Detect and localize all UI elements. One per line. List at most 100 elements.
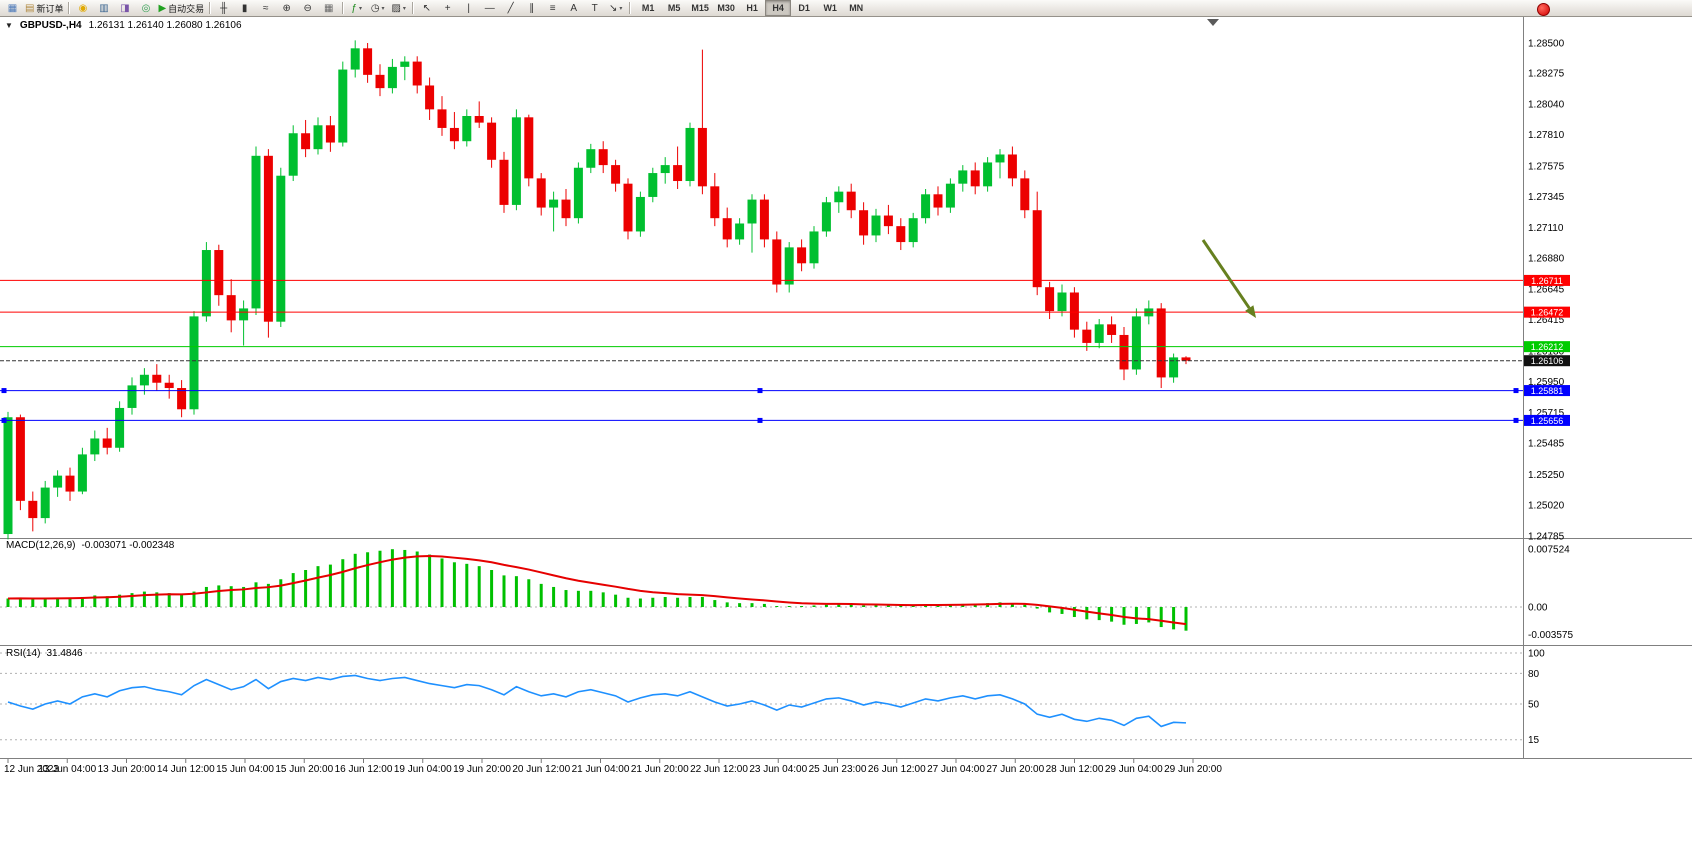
auto-trading-icon: ▶	[158, 2, 167, 14]
candles-layer	[3, 40, 1191, 540]
channel-tool-button[interactable]: ∥	[521, 1, 542, 16]
navigator-icon: ◎	[141, 2, 151, 14]
svg-text:29 Jun 04:00: 29 Jun 04:00	[1105, 764, 1163, 775]
auto-trading-button[interactable]: ▶ 自动交易	[156, 1, 206, 16]
new-order-button[interactable]: ▤ 新订单	[23, 1, 65, 16]
svg-text:15 Jun 04:00: 15 Jun 04:00	[216, 764, 274, 775]
symbol-title: GBPUSD-,H4	[19, 20, 82, 31]
svg-text:1.26880: 1.26880	[1528, 253, 1565, 264]
alert-icon[interactable]	[1537, 3, 1550, 16]
rsi-name: RSI(14)	[6, 648, 41, 659]
svg-text:0.007524: 0.007524	[1528, 545, 1570, 556]
fibonacci-tool-button[interactable]: ≡	[542, 1, 563, 16]
vertical-line-tool-button[interactable]: |	[458, 1, 479, 16]
chart-collapse-icon[interactable]: ▼	[5, 21, 13, 30]
svg-text:28 Jun 12:00: 28 Jun 12:00	[1046, 764, 1104, 775]
svg-text:1.25950: 1.25950	[1528, 377, 1565, 388]
svg-text:1.26711: 1.26711	[1531, 276, 1563, 286]
zoom-out-button[interactable]: ⊖	[297, 1, 318, 16]
trendline-tool-icon: ╱	[507, 2, 514, 14]
price-axis: 1.28500 1.28275 1.28040 1.27810 1.27575 1.273…	[1528, 39, 1565, 543]
arrows-tool-caret-icon: ▾	[619, 5, 623, 12]
rsi-label: RSI(14) 31.4846	[6, 648, 83, 659]
svg-text:1.27110: 1.27110	[1528, 223, 1564, 234]
trendline-tool-button[interactable]: ╱	[500, 1, 521, 16]
svg-text:1.26415: 1.26415	[1528, 315, 1565, 326]
channel-tool-icon: ∥	[529, 2, 535, 14]
timeframe-h1-button[interactable]: H1	[746, 3, 758, 13]
candlestick-mode-button[interactable]: ▮	[234, 1, 255, 16]
svg-text:19 Jun 20:00: 19 Jun 20:00	[453, 764, 511, 775]
svg-text:13 Jun 04:00: 13 Jun 04:00	[38, 764, 96, 775]
zoom-in-icon: ⊕	[282, 2, 291, 14]
support-line-blue-1-price-tag	[1524, 385, 1570, 397]
timeframe-m5-button[interactable]: M5	[667, 3, 681, 13]
cursor-tool-button[interactable]: ↖	[416, 1, 437, 16]
text-tool-button[interactable]: A	[563, 1, 584, 16]
vertical-line-tool-icon: |	[467, 2, 470, 14]
template-list-button[interactable]: ▨ ▾	[388, 1, 409, 16]
autotrade-lamp-button[interactable]: ◉	[72, 1, 93, 16]
toolbar-separator	[342, 2, 344, 14]
toolbar-separator	[209, 2, 211, 14]
line-chart-mode-icon: ≈	[262, 2, 269, 14]
support-line-blue-1-handle[interactable]	[1513, 388, 1519, 394]
svg-text:1.25020: 1.25020	[1528, 500, 1565, 511]
svg-text:1.24785: 1.24785	[1528, 532, 1565, 543]
label-tool-button[interactable]: T	[584, 1, 605, 16]
timeframe-h4-button[interactable]: H4	[765, 0, 792, 16]
timeframe-mn-button[interactable]: MN	[849, 3, 864, 13]
arrows-tool-button[interactable]: ↘ ▾	[605, 1, 626, 16]
timeframe-w1-button[interactable]: W1	[823, 3, 837, 13]
trend-arrow-annotation[interactable]	[1201, 239, 1256, 318]
timeframe-m30-button[interactable]: M30	[717, 3, 735, 13]
new-order-label: 新订单	[36, 3, 64, 14]
macd-label: MACD(12,26,9) -0.003071 -0.002348	[6, 540, 174, 551]
zoom-in-button[interactable]: ⊕	[276, 1, 297, 16]
market-watch-icon: ▥	[99, 2, 109, 14]
svg-text:1.25881: 1.25881	[1531, 386, 1564, 396]
indicators-list-caret-icon: ▾	[358, 5, 362, 12]
timeframe-d1-button[interactable]: D1	[798, 3, 810, 13]
rsi-value: 31.4846	[46, 648, 83, 659]
timeframe-group: M1 M5 M15 M30 H1 H4 D1 W1 MN	[635, 0, 869, 16]
chart-shift-marker-icon[interactable]	[1207, 19, 1219, 26]
new-chart-button[interactable]: ▦	[2, 1, 23, 16]
support-line-blue-1-handle[interactable]	[1, 388, 7, 394]
svg-text:15 Jun 20:00: 15 Jun 20:00	[275, 764, 333, 775]
market-watch-button[interactable]: ▥	[93, 1, 114, 16]
new-chart-icon: ▦	[7, 2, 18, 14]
period-list-button[interactable]: ◷ ▾	[367, 1, 388, 16]
svg-text:13 Jun 20:00: 13 Jun 20:00	[98, 764, 156, 775]
horizontal-line-tool-icon: ―	[484, 2, 495, 14]
crosshair-tool-button[interactable]: +	[437, 1, 458, 16]
ohlc-readout: 1.26131 1.26140 1.26080 1.26106	[88, 20, 242, 31]
svg-text:16 Jun 12:00: 16 Jun 12:00	[335, 764, 393, 775]
auto-trading-label: 自动交易	[168, 3, 205, 14]
svg-text:1.25250: 1.25250	[1528, 470, 1565, 481]
support-line-blue-2-handle[interactable]	[757, 417, 763, 423]
support-line-blue-1-handle[interactable]	[757, 388, 763, 394]
svg-text:29 Jun 20:00: 29 Jun 20:00	[1164, 764, 1222, 775]
support-line-green-price-tag	[1524, 341, 1570, 353]
autotrade-lamp-icon: ◉	[78, 2, 88, 14]
horizontal-line-tool-button[interactable]: ―	[479, 1, 500, 16]
support-line-blue-2-handle[interactable]	[1513, 417, 1519, 423]
macd-values: -0.003071 -0.002348	[81, 540, 175, 551]
bid-price-line-price-tag	[1524, 355, 1570, 367]
svg-text:100: 100	[1528, 649, 1545, 660]
timeframe-m1-button[interactable]: M1	[641, 3, 655, 13]
bar-chart-mode-button[interactable]: ╫	[213, 1, 234, 16]
navigator-button[interactable]: ◎	[135, 1, 156, 16]
timeframe-m15-button[interactable]: M15	[691, 3, 709, 13]
line-chart-mode-button[interactable]: ≈	[255, 1, 276, 16]
indicators-list-button[interactable]: ƒ ▾	[346, 1, 367, 16]
svg-text:25 Jun 23:00: 25 Jun 23:00	[809, 764, 867, 775]
support-line-blue-2-handle[interactable]	[1, 417, 7, 423]
cursor-tool-icon: ↖	[422, 2, 431, 14]
tile-windows-button[interactable]: ▦	[318, 1, 339, 16]
svg-text:22 Jun 12:00: 22 Jun 12:00	[690, 764, 748, 775]
data-window-button[interactable]: ◨	[114, 1, 135, 16]
